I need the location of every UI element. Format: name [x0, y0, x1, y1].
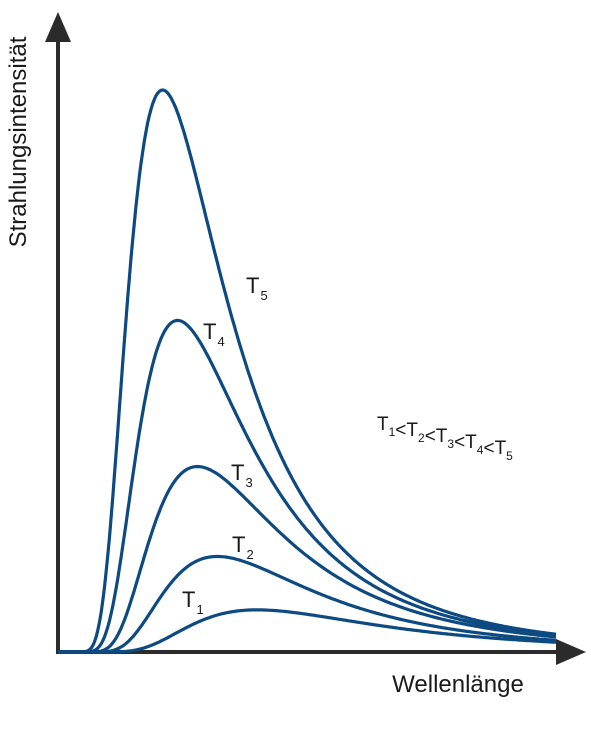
curve-t1: [58, 608, 557, 654]
series-curves: [58, 88, 557, 654]
curve-t3: [58, 464, 557, 654]
series-label-t2: T2: [232, 532, 254, 562]
series-labels: T5 T4 T3 T2 T1: [182, 273, 268, 617]
series-label-t1: T1: [182, 587, 204, 617]
temperature-order-annotation: T1<T2<T3<T4<T5: [377, 414, 513, 463]
axes: [45, 12, 586, 665]
curve-t5: [58, 88, 557, 654]
y-axis-arrow-icon: [45, 12, 71, 42]
y-axis-title: Strahlungsintensität: [5, 36, 32, 247]
series-label-t4: T4: [203, 319, 225, 349]
curve-t4: [58, 318, 557, 654]
series-label-t3: T3: [231, 460, 253, 490]
curve-t2: [58, 554, 557, 654]
series-label-t5: T5: [246, 273, 268, 303]
x-axis-arrow-icon: [556, 639, 586, 665]
x-axis-title: Wellenlänge: [392, 671, 524, 698]
